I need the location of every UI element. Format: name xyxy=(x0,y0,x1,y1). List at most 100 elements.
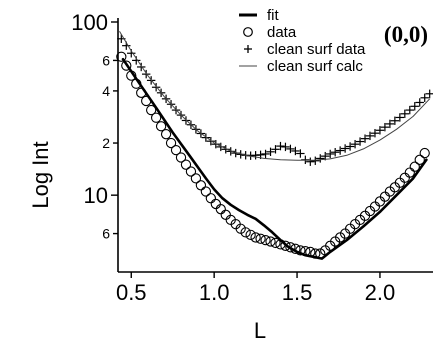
data-point-plus xyxy=(360,134,370,143)
legend-item: clean surf data xyxy=(244,41,366,58)
data-point-circle xyxy=(285,242,296,253)
series-line-fit xyxy=(121,57,428,260)
data-point-circle xyxy=(160,129,172,140)
data-point-plus xyxy=(420,93,429,102)
y-tick-label: 4 xyxy=(102,83,110,99)
data-point-plus xyxy=(216,142,225,152)
data-point-plus xyxy=(261,149,270,159)
data-point-circle xyxy=(280,240,291,251)
data-point-circle xyxy=(250,232,261,243)
data-point-circle xyxy=(180,159,192,170)
data-point-circle xyxy=(275,239,286,250)
panel-label: (0,0) xyxy=(384,22,428,47)
data-point-plus xyxy=(335,146,345,155)
data-point-circle xyxy=(136,87,147,98)
data-point-circle xyxy=(146,104,157,116)
data-point-circle xyxy=(305,246,316,258)
y-tick-label: 100 xyxy=(71,10,108,35)
data-point-plus xyxy=(345,142,355,151)
data-point-plus xyxy=(221,145,230,154)
data-point-plus xyxy=(201,133,211,142)
data-point-plus xyxy=(375,126,385,135)
data-point-plus xyxy=(405,105,414,115)
data-point-plus xyxy=(330,148,340,157)
data-point-circle xyxy=(290,243,301,254)
data-point-circle xyxy=(240,227,251,238)
legend-swatch-circle xyxy=(243,27,253,37)
data-point-circle xyxy=(121,60,132,71)
data-point-circle xyxy=(175,152,187,163)
x-tick-label: 2.0 xyxy=(365,280,396,305)
data-point-plus xyxy=(365,131,375,141)
data-point-circle xyxy=(310,248,321,259)
data-point-circle xyxy=(409,161,420,172)
legend-label: data xyxy=(267,24,297,41)
data-point-circle xyxy=(141,95,152,107)
data-point-circle xyxy=(265,236,276,247)
y-axis-title: Log Int xyxy=(28,141,53,208)
data-point-circle xyxy=(300,246,311,257)
legend-item: data xyxy=(243,24,297,41)
data-point-plus xyxy=(286,144,295,154)
data-point-plus xyxy=(266,147,275,157)
data-point-plus xyxy=(326,149,335,159)
legend-item: clean surf calc xyxy=(239,58,363,75)
x-axis-title: L xyxy=(254,318,266,343)
data-point-plus xyxy=(291,146,300,156)
y-tick-label: 6 xyxy=(102,52,110,68)
x-axis-ticks: 0.5 1.0 1.5 2.0 xyxy=(116,272,395,305)
y-axis-ticks: 100 6 4 2 10 6 xyxy=(71,10,118,242)
data-point-circle xyxy=(414,154,425,165)
data-point-circle xyxy=(295,245,306,256)
data-point-circle xyxy=(126,70,137,81)
data-point-circle xyxy=(255,233,266,244)
data-point-circle xyxy=(165,137,177,149)
legend-label: fit xyxy=(267,7,280,24)
data-point-circle xyxy=(205,193,216,204)
data-point-circle xyxy=(116,51,127,62)
x-tick-label: 1.0 xyxy=(199,280,230,305)
data-point-circle xyxy=(215,204,226,215)
data-point-circle xyxy=(185,166,197,177)
data-point-plus xyxy=(316,154,325,163)
data-point-circle xyxy=(155,121,167,132)
data-point-plus xyxy=(206,136,216,146)
data-point-circle xyxy=(131,78,142,89)
data-point-plus xyxy=(281,142,290,152)
series-layer xyxy=(116,31,433,260)
data-point-plus xyxy=(410,102,419,111)
data-point-circle xyxy=(404,167,415,178)
data-point-plus xyxy=(271,145,280,154)
series-line-clean-surf-calc xyxy=(119,31,431,161)
data-point-circle xyxy=(150,112,162,123)
data-point-circle xyxy=(210,198,221,210)
y-tick-label: 10 xyxy=(84,183,108,208)
data-point-plus xyxy=(355,137,365,146)
data-point-plus xyxy=(390,116,400,125)
data-point-circle xyxy=(195,180,207,191)
plot-area: 100 6 4 2 10 6 0.5 1.0 1.5 2.0 xyxy=(71,10,433,305)
data-point-circle xyxy=(220,209,231,220)
data-point-plus xyxy=(400,109,410,119)
y-tick-label: 6 xyxy=(102,226,110,242)
data-point-circle xyxy=(270,237,281,249)
data-point-plus xyxy=(276,141,285,151)
legend-label: clean surf calc xyxy=(267,58,363,75)
legend-swatch-plus xyxy=(244,45,252,53)
x-tick-label: 1.5 xyxy=(282,280,313,305)
data-point-circle xyxy=(200,186,212,197)
y-tick-label: 2 xyxy=(102,135,110,151)
data-point-circle xyxy=(170,144,182,156)
data-point-plus xyxy=(151,83,161,92)
x-tick-label: 0.5 xyxy=(116,280,147,305)
data-point-plus xyxy=(137,62,146,72)
data-point-circle xyxy=(419,147,430,159)
data-point-circle xyxy=(260,234,271,246)
legend-label: clean surf data xyxy=(267,41,366,58)
data-point-circle xyxy=(315,248,326,259)
data-point-plus xyxy=(385,119,395,129)
data-point-plus xyxy=(306,157,315,166)
data-point-circle xyxy=(245,229,256,240)
data-point-plus xyxy=(141,69,151,79)
